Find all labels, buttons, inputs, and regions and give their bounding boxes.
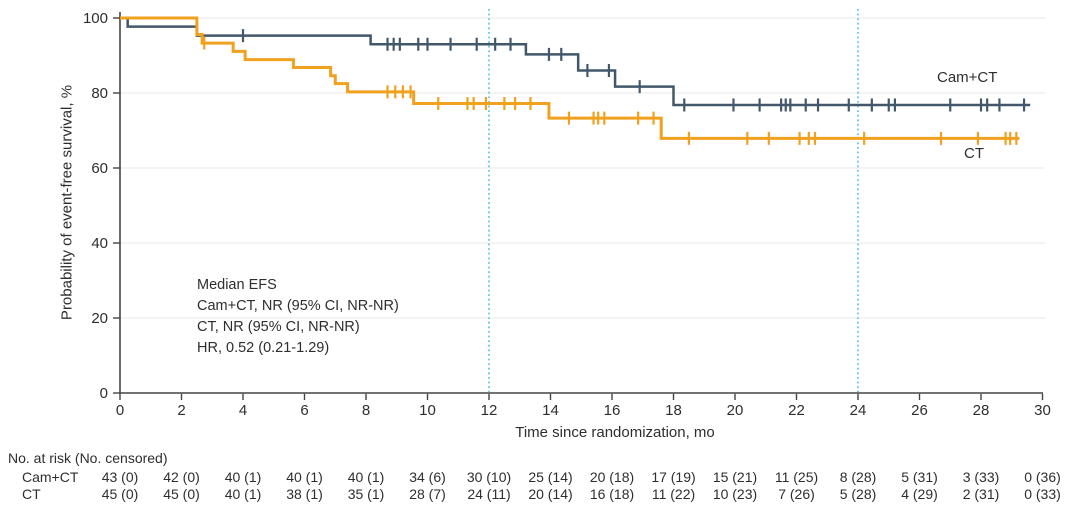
risk-cell: 28 (7) (409, 486, 446, 502)
x-axis-title: Time since randomization, mo (515, 424, 715, 441)
annotation-line-median-efs: Median EFS (197, 277, 277, 293)
y-tick-label: 0 (100, 385, 108, 402)
x-tick-label: 0 (116, 402, 124, 419)
x-tick-label: 4 (239, 402, 247, 419)
risk-cell: 34 (6) (409, 469, 446, 485)
risk-cell: 40 (1) (347, 469, 385, 485)
annotation-line-camct-median: Cam+CT, NR (95% CI, NR-NR) (197, 298, 399, 314)
risk-cell: 11 (25) (774, 469, 819, 485)
median-efs-annotation: Median EFS Cam+CT, NR (95% CI, NR-NR) CT… (197, 275, 399, 359)
risk-cell: 17 (19) (651, 469, 696, 485)
x-tick-label: 12 (481, 402, 498, 419)
risk-cell: 43 (0) (101, 469, 139, 485)
x-tick-label: 26 (911, 402, 928, 419)
risk-cell: 35 (1) (347, 486, 385, 502)
risk-cell: 40 (1) (224, 469, 262, 485)
risk-cell: 24 (11) (467, 486, 511, 502)
risk-cell: 38 (1) (286, 486, 323, 502)
curve-label-ct: CT (964, 145, 984, 162)
x-tick-label: 20 (727, 402, 744, 419)
x-tick-label: 28 (973, 402, 990, 419)
curve-label-cam-ct: Cam+CT (937, 69, 998, 86)
risk-cell: 2 (31) (962, 486, 1000, 502)
risk-cell: 0 (36) (1024, 469, 1061, 485)
risk-cell: 42 (0) (163, 469, 200, 485)
risk-cell: 16 (18) (589, 486, 635, 502)
risk-cell: 20 (14) (528, 486, 573, 502)
x-tick-label: 18 (665, 402, 682, 419)
y-axis-title: Probability of event-free survival, % (58, 84, 76, 321)
risk-cell: 0 (33) (1024, 486, 1061, 502)
risk-cell: 45 (0) (163, 486, 200, 502)
risk-cell: 5 (28) (839, 486, 877, 502)
risk-row-label-ct: CT (22, 486, 41, 502)
y-tick-label: 40 (91, 235, 108, 252)
x-tick-label: 8 (362, 402, 370, 419)
y-tick-label: 100 (83, 10, 108, 27)
risk-cell: 3 (33) (962, 469, 1000, 485)
risk-cell: 30 (10) (466, 469, 512, 485)
x-tick-label: 30 (1034, 402, 1051, 419)
annotation-line-ct-median: CT, NR (95% CI, NR-NR) (197, 319, 360, 335)
risk-table-header: No. at risk (No. censored) (8, 450, 168, 466)
risk-cell: 8 (28) (839, 469, 877, 485)
risk-row-label-cam-ct: Cam+CT (22, 469, 79, 485)
x-tick-label: 6 (300, 402, 308, 419)
risk-cell: 7 (26) (778, 486, 815, 502)
x-tick-label: 24 (850, 402, 867, 419)
km-curve-cam-ct (120, 16, 1031, 107)
x-tick-label: 22 (788, 402, 805, 419)
x-tick-label: 14 (542, 402, 559, 419)
x-tick-label: 10 (419, 402, 436, 419)
annotation-line-hazard-ratio: HR, 0.52 (0.21-1.29) (197, 340, 330, 356)
risk-cell: 40 (1) (286, 469, 323, 485)
risk-cell: 20 (18) (589, 469, 635, 485)
km-curve-ct (120, 16, 1020, 140)
risk-cell: 40 (1) (224, 486, 262, 502)
risk-cell: 45 (0) (101, 486, 139, 502)
risk-cell: 15 (21) (712, 469, 758, 485)
risk-cell: 10 (23) (712, 486, 758, 502)
y-tick-label: 20 (91, 310, 108, 327)
x-tick-label: 2 (177, 402, 185, 419)
y-tick-label: 60 (91, 160, 108, 177)
x-tick-label: 16 (604, 402, 621, 419)
risk-cell: 5 (31) (901, 469, 938, 485)
y-tick-label: 80 (91, 85, 108, 102)
risk-cell: 4 (29) (901, 486, 938, 502)
risk-cell: 25 (14) (528, 469, 573, 485)
risk-cell: 11 (22) (651, 486, 696, 502)
